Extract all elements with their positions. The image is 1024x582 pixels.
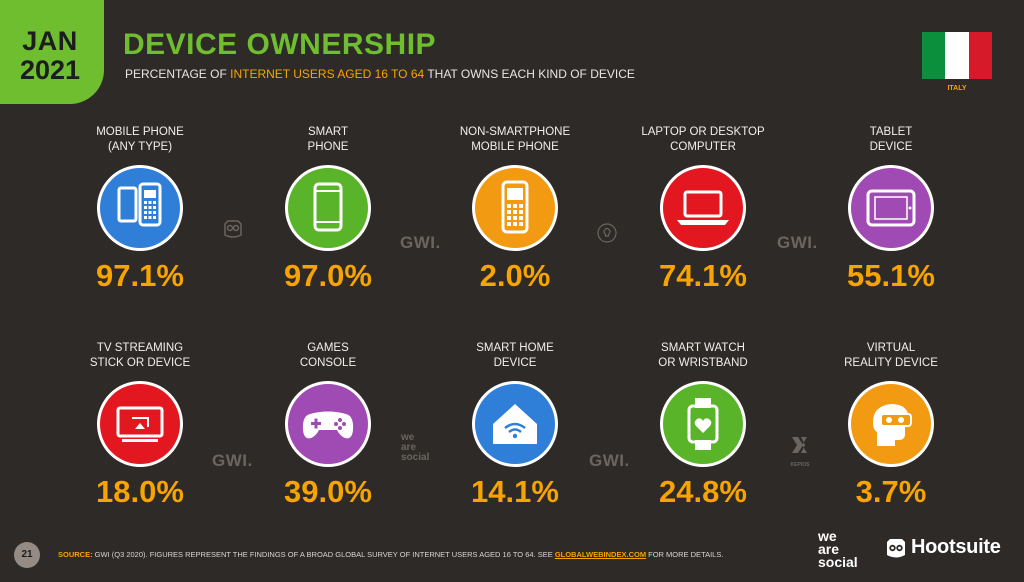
device-value: 74.1% [659,258,747,293]
tv-streaming-icon [97,381,183,467]
we-are-social-logo: we are social [818,528,858,570]
italy-flag-icon [922,32,992,79]
device-label: MOBILE PHONE (ANY TYPE) [96,126,184,153]
country-label: ITALY [947,85,967,92]
device-label: SMART HOME DEVICE [476,342,554,369]
smartphone-icon [285,165,371,251]
device-label: SMART WATCH OR WRISTBAND [658,342,748,369]
we-are-social-watermark: we are social [401,432,430,463]
gwi-watermark: GWI. [212,451,253,470]
page-title: DEVICE OWNERSHIP [123,28,437,61]
vr-headset-icon [848,381,934,467]
laptop-icon [660,165,746,251]
date-badge: JAN 2021 [0,0,104,104]
gwi-watermark: GWI. [777,233,818,252]
device-label: NON-SMARTPHONE MOBILE PHONE [459,126,571,153]
device-value: 39.0% [284,474,372,509]
device-label: TABLET DEVICE [869,126,913,153]
feature-phone-icon [472,165,558,251]
date-month: JAN [22,26,78,56]
device-value: 55.1% [847,258,935,293]
kepios-icon [792,437,807,453]
smartwatch-icon [660,381,746,467]
subtitle-pre: PERCENTAGE OF [125,67,231,81]
page-subtitle: PERCENTAGE OF INTERNET USERS AGED 16 TO … [125,67,635,81]
device-value: 18.0% [96,474,184,509]
date-year: 2021 [19,55,81,85]
source-link[interactable]: GLOBALWEBINDEX.COM [554,550,647,559]
kepios-watermark: KEPIOS [789,434,811,468]
device-value: 14.1% [471,474,559,509]
hootsuite-owl-icon [884,537,908,561]
device-value: 24.8% [659,474,747,509]
device-label: SMART PHONE [307,126,349,153]
device-value: 97.0% [284,258,372,293]
subtitle-post: THAT OWNS EACH KIND OF DEVICE [424,67,635,81]
device-value: 3.7% [855,474,927,509]
source-note: SOURCE: GWI (Q3 2020). FIGURES REPRESENT… [58,550,724,559]
device-value: 2.0% [479,258,551,293]
device-label: TV STREAMING STICK OR DEVICE [89,342,191,369]
smart-home-icon [472,381,558,467]
lightbulb-watermark-icon [596,222,618,244]
device-value: 97.1% [96,258,184,293]
device-label: VIRTUAL REALITY DEVICE [844,342,938,369]
gwi-watermark: GWI. [589,451,630,470]
hootsuite-owl-watermark-icon [222,218,244,240]
tablet-icon [848,165,934,251]
page-number: 21 [14,542,40,568]
mobile-phones-icon [97,165,183,251]
gwi-watermark: GWI. [400,233,441,252]
device-label: GAMES CONSOLE [299,342,357,369]
gamepad-icon [285,381,371,467]
device-label: LAPTOP OR DESKTOP COMPUTER [641,126,765,153]
hootsuite-logo: Hootsuite [911,536,1001,558]
subtitle-highlight: INTERNET USERS AGED 16 TO 64 [230,67,425,81]
